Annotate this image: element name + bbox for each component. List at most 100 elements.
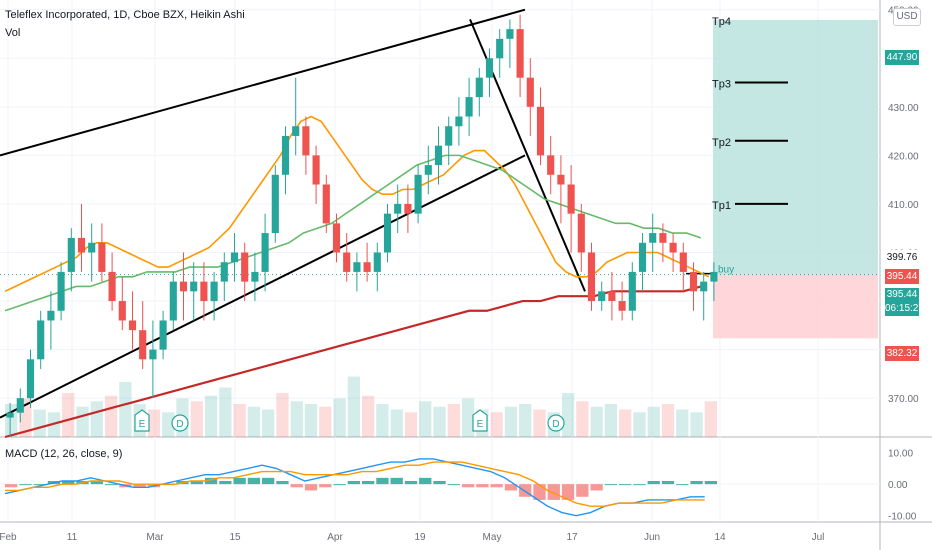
macd-histogram-bar [533,484,546,500]
candle-body [373,252,381,272]
volume-bar [147,409,161,437]
candle-body [128,320,137,331]
candle-body [302,126,310,156]
ma-green-line [4,154,702,312]
entry-price-badge: 395.44 [885,269,919,284]
macd-line [4,458,705,517]
dividend-marker-shape [171,414,189,432]
currency-button[interactable]: USD [893,8,921,26]
candle-body [251,271,259,282]
candle-body [577,213,585,253]
time-tick-label: Jun [644,532,660,543]
candle-body [424,165,432,175]
candle-body [241,252,249,282]
volume-bar [704,401,717,437]
target-price-badge: 447.90 [885,50,919,65]
candle-body [98,242,106,272]
time-tick-label: Feb [0,532,17,543]
volume-bar [290,401,303,437]
previous-price-badge: 399.76 [885,250,919,265]
earnings-marker-shape [134,409,150,432]
event-marker-label: D [176,419,183,430]
time-tick-label: 17 [566,532,578,543]
volume-bar [276,393,289,437]
price-tick-label: 430.00 [888,103,919,114]
macd-histogram-bar [476,484,489,488]
candle-body [547,155,555,175]
candle-body [108,271,116,302]
candle-body [608,291,616,302]
trendline-lower [0,154,526,419]
candle-body [587,252,596,302]
time-tick-label: 14 [714,532,726,543]
macd-histogram-bar [290,484,303,488]
candle-body [679,252,687,272]
candle-body [67,237,75,272]
candle-body [536,106,545,156]
macd-histogram-bar [247,477,261,485]
target-zone [713,19,878,275]
candle-body [445,126,453,146]
macd-histogram-bar [576,484,589,497]
volume-bar [104,395,118,437]
buy-label: buy [718,265,734,276]
candle-body [230,252,239,263]
candle-body [516,29,524,78]
time-tick-label: Mar [146,532,164,543]
macd-histogram-bar [304,484,318,491]
candle-body [149,349,157,360]
dividend-marker-shape [547,414,565,432]
volume-bar [233,404,246,437]
candle-body [261,233,269,272]
candle-body [190,281,198,292]
stop-zone [713,274,878,339]
macd-tick-label: -10.00 [888,512,917,523]
candle-body [57,271,65,311]
price-tick-label: 410.00 [888,200,919,211]
macd-histogram-bar [590,484,603,491]
volume-bar [604,404,618,437]
candle-body [88,242,96,253]
take-profit-label: Tp3 [712,79,731,91]
candle-body [200,281,208,302]
dividend-marker: D [547,414,565,432]
candle-body [669,242,677,253]
candle-body [557,174,565,185]
volume-bar [519,404,532,437]
macd-histogram-bar [547,484,560,500]
volume-bar [262,409,275,437]
macd-histogram-bar [447,484,460,486]
macd-histogram-bar [419,477,432,485]
candle-body [139,330,147,360]
candle-body [638,242,647,272]
macd-histogram-bar [619,484,632,486]
time-tick-label: 11 [67,532,78,543]
macd-tick-label: 0.00 [888,480,908,491]
macd-histogram-bar [62,481,75,485]
candle-body [47,310,55,321]
volume-bar [647,406,660,437]
candle-body [689,271,698,292]
candle-body [332,223,341,253]
event-marker-label: D [552,419,559,430]
macd-histogram-bar [347,481,360,485]
macd-histogram-bar [404,481,418,485]
candle-body [363,262,371,272]
candle-body [598,291,606,302]
candle-body [179,281,188,292]
volume-label: Vol [5,27,21,39]
price-tick-label: 370.00 [888,394,919,405]
volume-bar [433,406,446,437]
stop-price-badge: 382.32 [885,346,919,361]
volume-bar [404,412,418,437]
last-price-badge: 395.44 [885,288,919,302]
candle-body [567,184,575,214]
candle-body [220,262,228,282]
candle-body [404,203,412,214]
time-tick-label: Apr [327,532,343,543]
macd-histogram-bar [376,477,389,485]
candle-body [16,398,24,413]
volume-bar [561,393,575,437]
volume-bar [633,412,646,437]
